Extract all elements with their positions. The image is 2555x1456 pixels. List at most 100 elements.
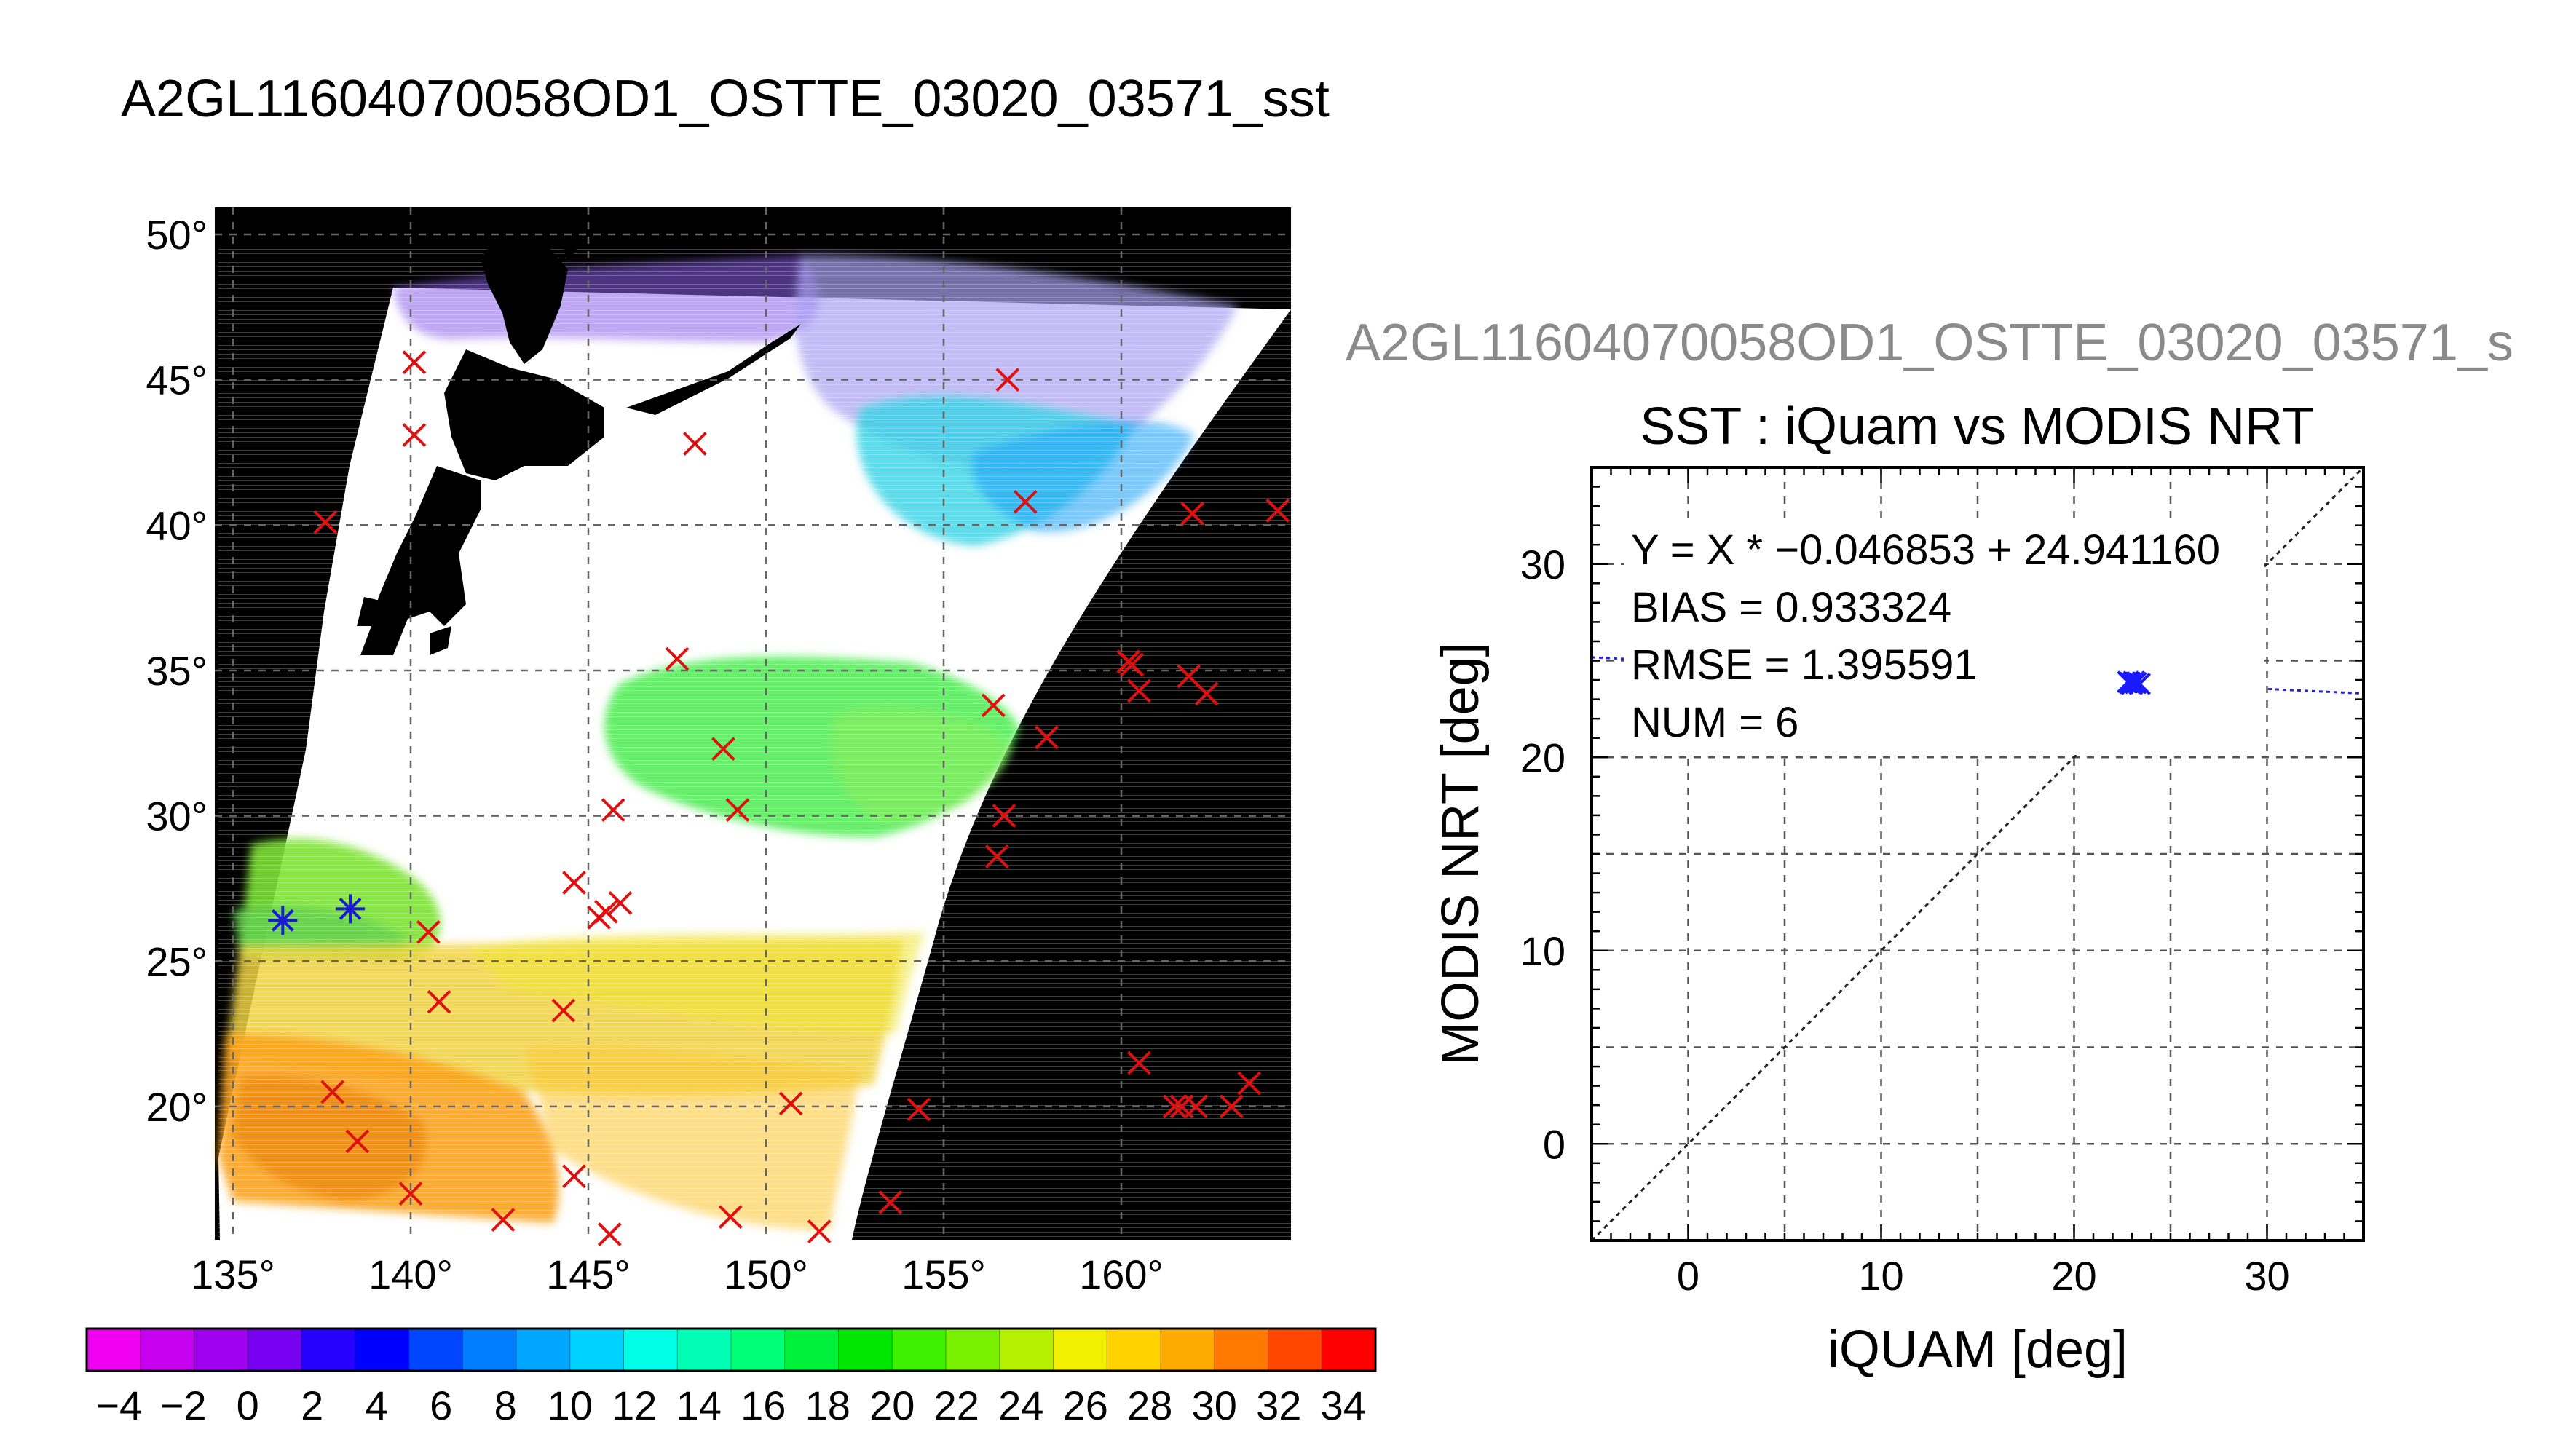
iquam-marker xyxy=(402,350,427,375)
iquam-marker xyxy=(313,510,338,534)
scatter-x-tick-label: 20 xyxy=(2051,1253,2096,1299)
iquam-markers xyxy=(313,350,1290,1247)
colorbar-tick-label: 22 xyxy=(934,1382,979,1428)
scatter-y-tick-label: 0 xyxy=(1543,1121,1565,1167)
scatter-x-tick-label: 30 xyxy=(2244,1253,2289,1299)
iquam-marker xyxy=(1120,652,1145,677)
map-lon-tick-label: 135° xyxy=(191,1251,275,1297)
iquam-marker xyxy=(345,1129,370,1154)
iquam-marker xyxy=(878,1190,903,1215)
iquam-marker xyxy=(992,804,1016,828)
map-lat-tick-label: 25° xyxy=(146,938,208,984)
colorbar-cell xyxy=(892,1329,947,1371)
colorbar-tick-label: 34 xyxy=(1321,1382,1366,1428)
colorbar-cell xyxy=(1268,1329,1322,1371)
iquam-marker xyxy=(1219,1094,1244,1119)
iquam-marker xyxy=(491,1208,516,1233)
iquam-marker xyxy=(601,798,625,823)
scatter-y-label: MODIS NRT [deg] xyxy=(1431,642,1490,1066)
matchup-markers xyxy=(268,894,366,935)
iquam-marker xyxy=(597,1222,622,1247)
iquam-marker xyxy=(725,798,750,823)
colorbar-tick-label: 2 xyxy=(301,1382,323,1428)
colorbar-tick-label: 8 xyxy=(494,1382,517,1428)
map-lat-tick-label: 40° xyxy=(146,502,208,548)
scatter-grid xyxy=(1592,467,2364,1241)
colorbar-cell xyxy=(301,1329,356,1371)
colorbar-cell xyxy=(408,1329,463,1371)
iquam-marker xyxy=(1035,725,1059,750)
colorbar-cell xyxy=(1053,1329,1107,1371)
scatter-y-tick-label: 20 xyxy=(1520,735,1565,780)
iquam-marker xyxy=(1126,678,1151,703)
scatter-y-tick-labels: 0 10 20 30 xyxy=(1520,542,1565,1168)
iquam-marker xyxy=(807,1219,832,1244)
colorbar-tick-label: −4 xyxy=(95,1382,142,1428)
iquam-marker xyxy=(682,432,707,456)
scatter-y-tick-label: 10 xyxy=(1520,928,1565,974)
iquam-marker xyxy=(608,890,633,915)
map-lat-labels: 50° 45° 40° 35° 30° 25° 20° xyxy=(146,212,208,1130)
map-lat-tick-label: 50° xyxy=(146,212,208,258)
scatter-y-tick-label: 30 xyxy=(1520,542,1565,587)
iquam-marker xyxy=(562,1164,586,1189)
map-lon-tick-label: 160° xyxy=(1079,1251,1164,1297)
colorbar-tick-label: 12 xyxy=(612,1382,657,1428)
scatter-x-tick-label: 10 xyxy=(1858,1253,1903,1299)
sst-colorbar: −4 −2 0 2 4 6 8 10 12 14 16 18 20 22 24 26 28 30 32 34 xyxy=(85,1327,1377,1428)
iquam-marker xyxy=(416,919,441,944)
iquam-marker xyxy=(984,844,1009,869)
scatter-annotation: Y = X * −0.046853 + 24.941160 xyxy=(1631,526,2220,574)
colorbar-cell xyxy=(87,1329,141,1371)
colorbar-cell xyxy=(1322,1329,1376,1371)
scatter-annotation: NUM = 6 xyxy=(1631,699,1798,746)
colorbar-cell xyxy=(140,1329,194,1371)
iquam-marker xyxy=(995,368,1020,392)
colorbar-tick-label: 6 xyxy=(430,1382,452,1428)
colorbar-cell xyxy=(731,1329,786,1371)
colorbar-cell xyxy=(462,1329,517,1371)
scatter-frame xyxy=(1590,466,2365,1242)
iquam-marker xyxy=(593,899,618,924)
colorbar-tick-label: 32 xyxy=(1256,1382,1301,1428)
colorbar-cell xyxy=(784,1329,839,1371)
colorbar-tick-label: 18 xyxy=(805,1382,850,1428)
colorbar-tick-label: 28 xyxy=(1127,1382,1172,1428)
colorbar-cell xyxy=(355,1329,409,1371)
colorbar-tick-label: 16 xyxy=(741,1382,786,1428)
colorbar-cell xyxy=(1214,1329,1268,1371)
map-lat-tick-label: 20° xyxy=(146,1084,208,1130)
scatter-annotation: RMSE = 1.395591 xyxy=(1631,641,1978,689)
colorbar-tick-label: 0 xyxy=(237,1382,259,1428)
scatter-x-label: iQUAM [deg] xyxy=(1828,1321,2128,1379)
colorbar-cell xyxy=(248,1329,302,1371)
colorbar-cell xyxy=(677,1329,732,1371)
colorbar-cell xyxy=(194,1329,248,1371)
iquam-marker xyxy=(1194,681,1219,706)
scatter-title: SST : iQuam vs MODIS NRT xyxy=(1640,397,2314,456)
map-lat-tick-label: 30° xyxy=(146,794,208,839)
colorbar-tick-label: 24 xyxy=(998,1382,1043,1428)
iquam-marker xyxy=(402,423,427,447)
map-lon-labels: 135° 140° 145° 150° 155° 160° xyxy=(191,1251,1164,1297)
iquam-marker xyxy=(778,1091,803,1116)
iquam-marker xyxy=(665,646,690,671)
map-lon-tick-label: 155° xyxy=(901,1251,986,1297)
colorbar-tick-label: 10 xyxy=(548,1382,593,1428)
sst-map: 135° 140° 145° 150° 155° 160° 50° 45° 40° 35° 30°… xyxy=(146,207,1291,1297)
scatter-x-tick-labels: 0 10 20 30 xyxy=(1677,1253,2290,1299)
colorbar-tick-label: 20 xyxy=(869,1382,915,1428)
colorbar-cell xyxy=(516,1329,571,1371)
iquam-marker xyxy=(398,1182,423,1206)
map-lat-tick-label: 45° xyxy=(146,357,208,403)
colorbar-cell xyxy=(1161,1329,1215,1371)
iquam-marker xyxy=(427,989,451,1014)
matchup-marker xyxy=(336,894,366,924)
iquam-marker xyxy=(551,998,576,1023)
colorbar-tick-label: 14 xyxy=(676,1382,722,1428)
scatter-file-title: A2GL11604070058OD1_OSTTE_03020_03571_s xyxy=(1346,314,2513,372)
iquam-marker xyxy=(1162,1094,1187,1119)
iquam-marker xyxy=(320,1080,345,1104)
map-title: A2GL11604070058OD1_OSTTE_03020_03571_sst xyxy=(121,70,1330,128)
